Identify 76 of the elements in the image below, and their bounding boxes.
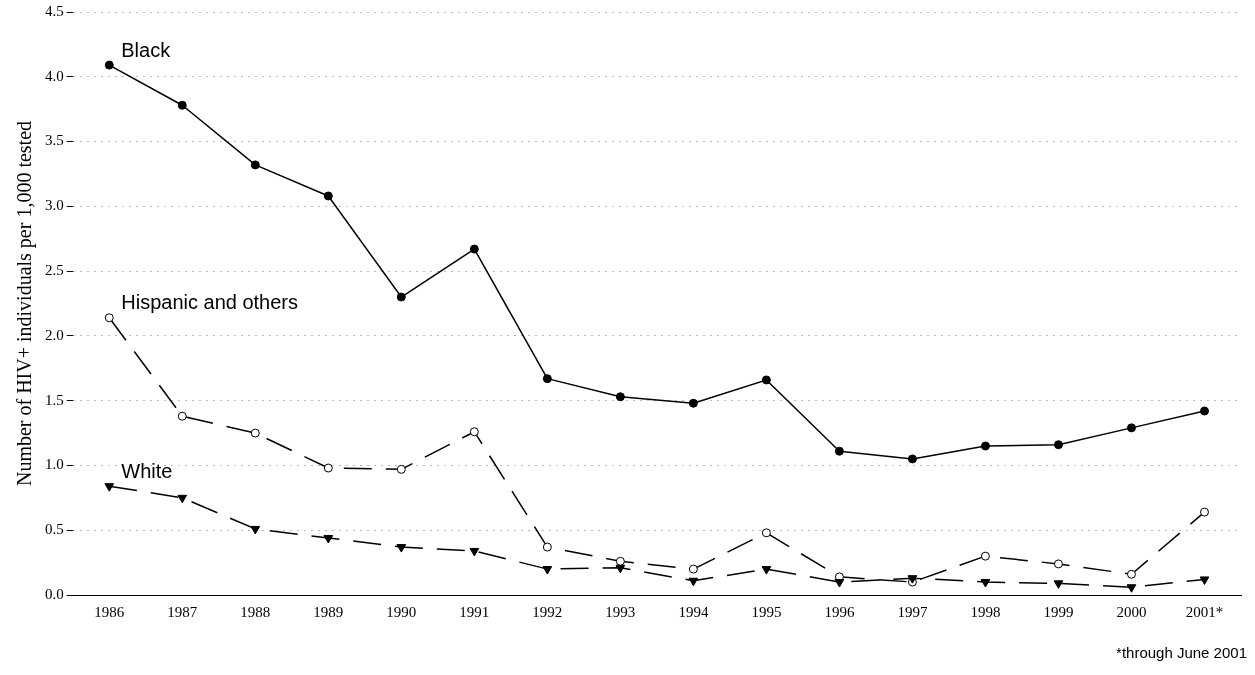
point (834, 446, 844, 456)
x-tick-label: 1991 (459, 603, 490, 620)
point (907, 454, 917, 464)
y-tick-label: 1.5 (45, 391, 64, 408)
x-tick-label: 1988 (240, 603, 271, 620)
point (1053, 440, 1063, 450)
point (177, 100, 187, 110)
point (1199, 406, 1209, 416)
point (980, 441, 990, 451)
x-tick-label: 1993 (605, 603, 636, 620)
point (1199, 576, 1210, 585)
x-tick-label: 1997 (897, 603, 928, 620)
point (761, 375, 771, 385)
y-tick-label: 3.0 (45, 197, 64, 214)
x-tick-label: 1989 (313, 603, 344, 620)
point (396, 544, 407, 553)
x-tick-label: 1990 (386, 603, 417, 620)
point (834, 579, 845, 588)
y-axis-title: Number of HIV+ individuals per 1,000 tested (13, 120, 37, 487)
point (250, 428, 260, 438)
point (396, 292, 406, 302)
x-tick-label: 1994 (678, 603, 709, 620)
point (104, 60, 114, 70)
point (688, 398, 698, 408)
point (177, 411, 187, 421)
point (469, 427, 479, 437)
point (104, 483, 115, 492)
point (396, 464, 406, 474)
y-tick-label: 1.0 (45, 456, 64, 473)
x-tick-label: 1999 (1043, 603, 1074, 620)
x-tick-label: 1987 (167, 603, 198, 620)
point (250, 160, 260, 170)
point (761, 528, 771, 538)
point (323, 535, 334, 544)
point (1126, 569, 1136, 579)
point (104, 313, 114, 323)
x-tick-label: 1992 (532, 603, 563, 620)
point (469, 547, 480, 557)
x-tick-label: 1998 (970, 603, 1001, 620)
y-tick-label: 4.5 (45, 2, 64, 19)
point (542, 566, 553, 575)
x-tick-label: 1996 (824, 603, 855, 620)
point (615, 392, 625, 402)
point (688, 577, 699, 587)
point (688, 564, 698, 574)
point (542, 542, 552, 552)
point (980, 579, 991, 588)
point (980, 551, 990, 561)
y-tick-label: 2.0 (45, 326, 64, 343)
x-tick-label: 2000 (1116, 603, 1147, 620)
series-label: Hispanic and others (121, 291, 299, 314)
y-tick-label: 2.5 (45, 262, 64, 279)
point (615, 564, 626, 574)
point (323, 191, 333, 201)
point (177, 494, 188, 504)
text: *through June 2001 (1116, 643, 1247, 661)
point (761, 566, 772, 575)
point (542, 374, 552, 384)
x-tick-label: 1986 (94, 603, 125, 620)
y-tick-label: 4.0 (45, 67, 64, 84)
point (250, 525, 261, 535)
x-tick-label: 1995 (751, 603, 782, 620)
y-tick-label: 3.5 (45, 132, 64, 149)
point (323, 463, 333, 473)
point (469, 244, 479, 254)
series-label: Black (121, 38, 172, 61)
y-tick-label: 0.5 (45, 521, 64, 538)
x-tick-label: 2001* (1185, 603, 1224, 620)
point (1126, 584, 1137, 593)
y-tick-label: 0.0 (45, 585, 64, 602)
point (1199, 507, 1209, 517)
point (1053, 580, 1064, 589)
point (1053, 559, 1063, 569)
point (615, 556, 625, 566)
series-label: White (121, 459, 173, 482)
point (1126, 423, 1136, 433)
